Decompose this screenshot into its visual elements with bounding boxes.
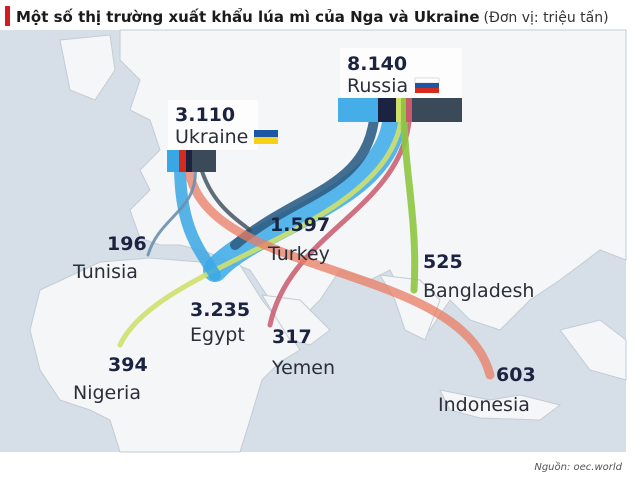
source: Nguồn: oec.world (534, 461, 622, 473)
russia-label-box (340, 48, 462, 98)
flow-russia-egypt (203, 98, 407, 282)
ukraine-flag (254, 130, 278, 144)
title-unit: (Đơn vị: triệu tấn) (484, 10, 609, 26)
flow-ukraine-egypt (174, 159, 221, 281)
flow-ukraine-turkey (198, 163, 252, 232)
flow-ukraine-indonesia (183, 160, 495, 380)
russia-bar (338, 98, 462, 122)
turkey-name: Turkey (267, 243, 330, 265)
title-main: Một số thị trường xuất khẩu lúa mì của N… (16, 7, 480, 26)
tunisia-name: Tunisia (72, 261, 138, 283)
flow-russia-nigeria (117, 109, 405, 348)
ukraine-value: 3.110 (175, 104, 235, 126)
tunisia-value: 196 (107, 233, 147, 255)
russia-value: 8.140 (347, 53, 407, 75)
nigeria-name: Nigeria (73, 382, 141, 404)
title: Một số thị trường xuất khẩu lúa mì của N… (16, 7, 609, 26)
turkey-value: 1.597 (270, 214, 330, 236)
yemen-value: 317 (272, 326, 312, 348)
flow-russia-bangladesh (400, 108, 419, 294)
russia-flag (414, 77, 440, 93)
title-marker (5, 6, 10, 26)
indonesia-value: 603 (496, 364, 536, 386)
nigeria-value: 394 (108, 354, 148, 376)
yemen-name: Yemen (271, 357, 335, 379)
egypt-value: 3.235 (190, 299, 250, 321)
flow-russia-turkey (230, 105, 380, 250)
flow-ukraine-tunisia (146, 163, 197, 257)
ukraine-label-box (168, 100, 258, 150)
ukraine-name: Ukraine (175, 126, 248, 148)
egypt-name: Egypt (190, 324, 245, 346)
flows (117, 98, 495, 380)
ukraine-bar (167, 150, 216, 172)
bangladesh-name: Bangladesh (423, 280, 534, 302)
bangladesh-value: 525 (423, 251, 463, 273)
indonesia-name: Indonesia (438, 394, 530, 416)
russia-name: Russia (347, 75, 408, 97)
